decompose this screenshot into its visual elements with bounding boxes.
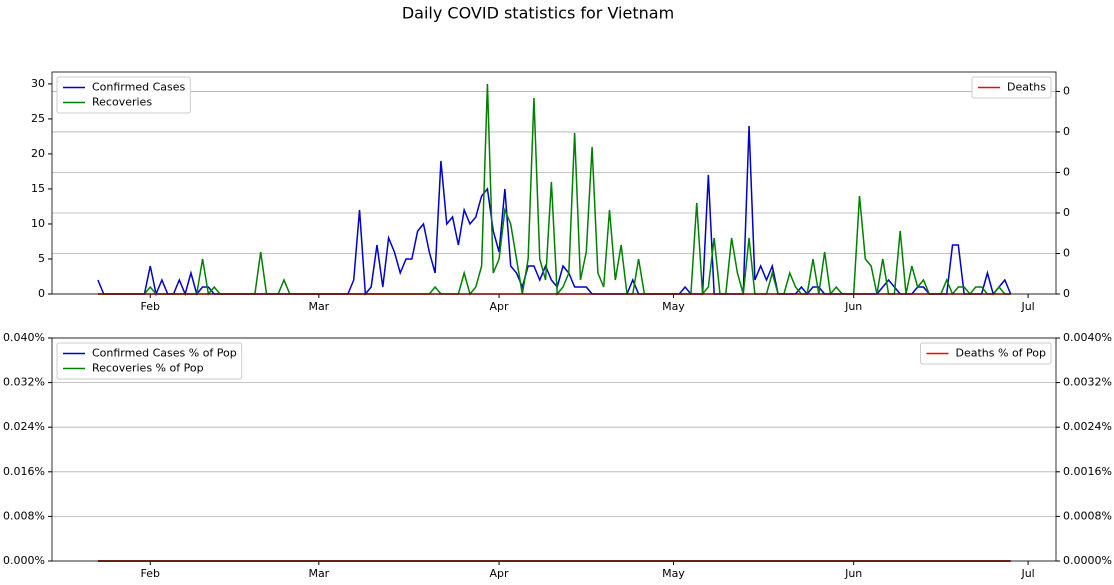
x-tick-label: Jul xyxy=(1020,300,1034,313)
x-tick-label: Feb xyxy=(141,300,160,313)
y2-tick-label: 0.0032% xyxy=(1063,376,1112,389)
legend-box xyxy=(920,342,1052,365)
y2-tick-label: 0.0000% xyxy=(1063,554,1112,567)
legend: Confirmed Cases % of Pop Recoveries % of … xyxy=(56,342,243,380)
legend-label: Recoveries xyxy=(92,96,152,109)
y2-tick-label: 0 xyxy=(1063,84,1070,97)
plot-frame xyxy=(51,71,1057,295)
y-tick-label: 10 xyxy=(31,217,45,230)
legend-label: Deaths xyxy=(1007,81,1046,94)
x-tick-label: May xyxy=(662,567,685,580)
legend-box xyxy=(56,76,191,114)
y2-tick-label: 0 xyxy=(1063,165,1070,178)
y2-tick-label: 0 xyxy=(1063,287,1070,300)
x-tick-label: Jun xyxy=(844,567,862,580)
y-tick-label: 0.040% xyxy=(3,331,45,344)
y-tick-label: 0.016% xyxy=(3,465,45,478)
plot-frame xyxy=(51,337,1057,562)
series-line xyxy=(97,125,1012,297)
legend-label: Recoveries % of Pop xyxy=(92,362,204,375)
x-tick-label: Apr xyxy=(490,567,510,580)
legend: Deaths xyxy=(971,76,1052,99)
figure-title: Daily COVID statistics for Vietnam xyxy=(402,4,674,23)
y-tick-label: 0.024% xyxy=(3,420,45,433)
x-tick-label: Jun xyxy=(844,300,862,313)
x-tick-label: Jul xyxy=(1020,567,1034,580)
y-tick-label: 0 xyxy=(38,287,45,300)
y-tick-label: 20 xyxy=(31,147,45,160)
x-tick-label: Apr xyxy=(490,300,510,313)
x-tick-label: May xyxy=(662,300,685,313)
y2-tick-label: 0.0016% xyxy=(1063,465,1112,478)
x-tick-label: Feb xyxy=(141,567,160,580)
y-tick-label: 0.008% xyxy=(3,509,45,522)
y-tick-label: 0.032% xyxy=(3,376,45,389)
legend-box xyxy=(971,76,1052,99)
series-line xyxy=(97,83,1011,296)
legend: Deaths % of Pop xyxy=(920,342,1052,365)
y2-tick-label: 0.0040% xyxy=(1063,331,1112,344)
y2-tick-label: 0.0008% xyxy=(1063,509,1112,522)
y-tick-label: 0.000% xyxy=(3,554,45,567)
y2-tick-label: 0.0024% xyxy=(1063,420,1112,433)
y-tick-label: 15 xyxy=(31,182,45,195)
x-tick-label: Mar xyxy=(308,567,329,580)
legend-label: Confirmed Cases xyxy=(92,81,186,94)
legend: Confirmed Cases Recoveries xyxy=(56,76,191,114)
legend-box xyxy=(56,342,243,380)
x-tick-label: Mar xyxy=(308,300,329,313)
legend-label: Deaths % of Pop xyxy=(956,347,1047,360)
y-tick-label: 30 xyxy=(31,77,45,90)
y2-tick-label: 0 xyxy=(1063,246,1070,259)
legend-label: Confirmed Cases % of Pop xyxy=(92,347,237,360)
y2-tick-label: 0 xyxy=(1063,125,1070,138)
y2-tick-label: 0 xyxy=(1063,206,1070,219)
y-tick-label: 5 xyxy=(38,252,45,265)
y-tick-label: 25 xyxy=(31,112,45,125)
